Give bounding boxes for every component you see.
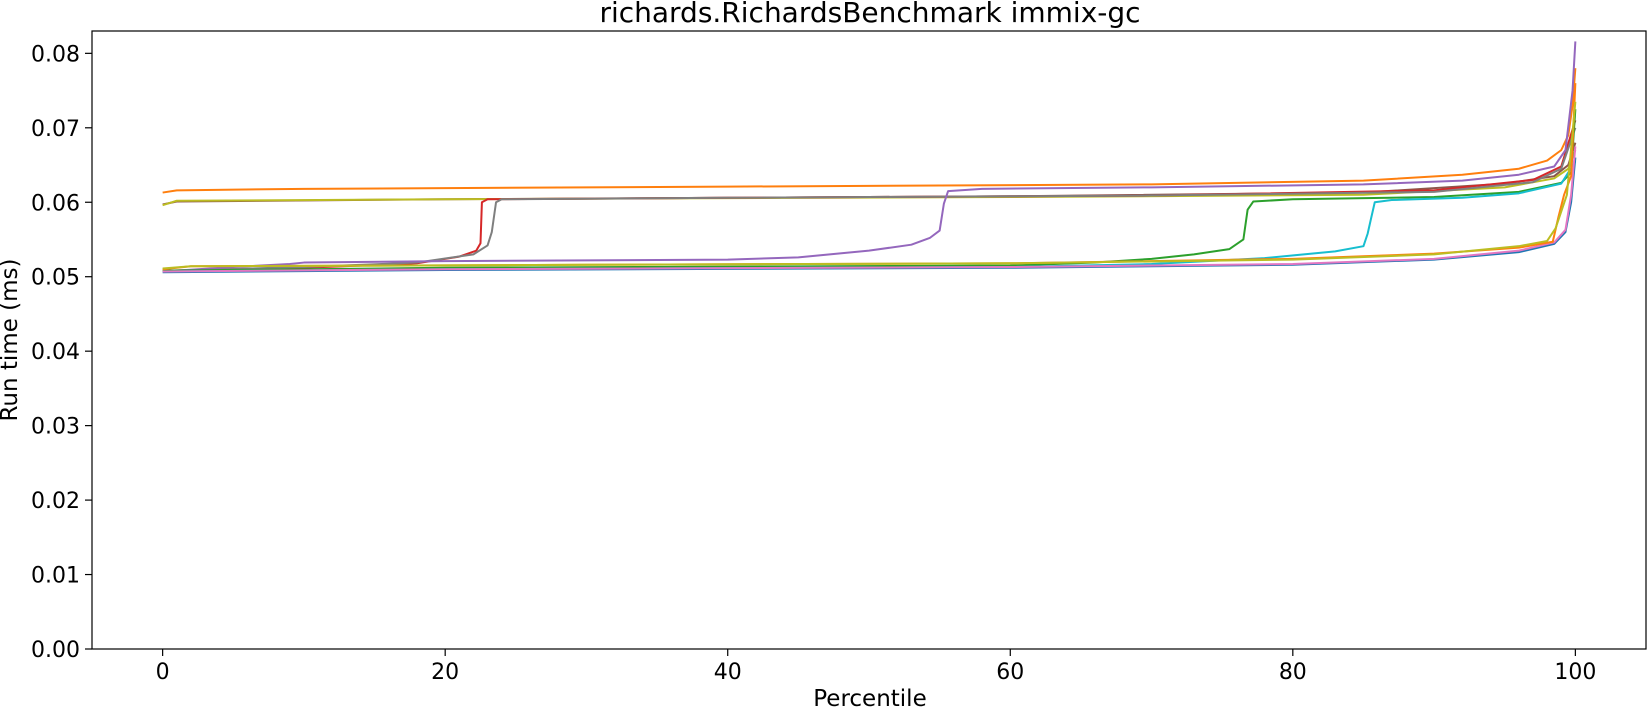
x-tick-label: 0 [156,660,170,685]
y-tick-label: 0.00 [31,638,80,663]
y-axis-label: Run time (ms) [0,258,23,421]
chart-title: richards.RichardsBenchmark immix-gc [599,0,1140,29]
y-tick-label: 0.01 [31,564,80,589]
series-line-7 [162,109,1577,272]
x-tick-label: 80 [1279,660,1307,685]
x-axis: 0 20 40 60 80 100 [156,649,1596,685]
series-line-3 [162,149,1577,207]
y-tick-label: 0.05 [31,266,80,291]
series-group [162,41,1577,274]
y-tick-label: 0.07 [31,117,80,142]
x-tick-label: 100 [1554,660,1596,685]
series-line-1 [162,68,1577,194]
y-tick-label: 0.08 [31,42,80,67]
plot-frame [91,30,1647,650]
plot-background [92,31,1646,649]
x-tick-label: 60 [996,660,1024,685]
series-line-10 [162,146,1577,273]
y-tick-label: 0.02 [31,489,80,514]
y-axis: 0.00 0.01 0.02 0.03 0.04 0.05 0.06 0.07 0.08 [31,42,92,663]
series-line-6 [162,41,1577,273]
x-tick-label: 40 [714,660,742,685]
y-tick-label: 0.03 [31,415,80,440]
y-tick-label: 0.04 [31,340,80,365]
x-tick-label: 20 [431,660,459,685]
series-line-12 [162,101,1577,270]
plot-area [91,30,1647,650]
x-axis-label: Percentile [813,686,926,710]
y-tick-label: 0.06 [31,191,80,216]
